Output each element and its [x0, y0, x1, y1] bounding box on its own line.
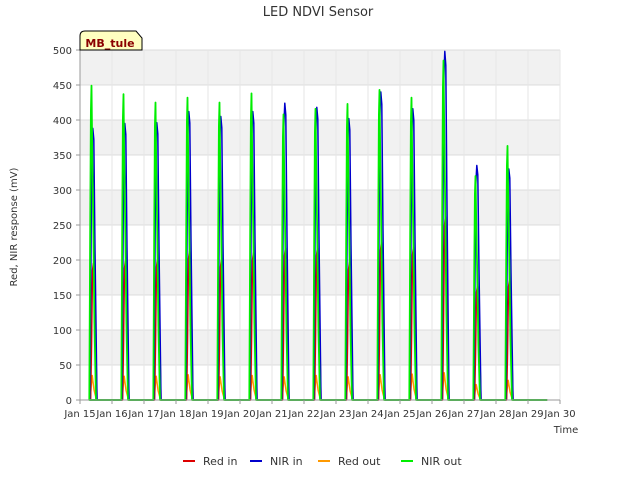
x-tick-label: Jan 30	[543, 409, 575, 420]
x-tick-label: Jan 20	[223, 409, 255, 420]
legend: Red in NIR in Red out NIR out	[183, 455, 462, 468]
legend-label: Red out	[338, 455, 381, 468]
y-tick-label: 400	[53, 116, 72, 127]
y-axis-label: Red, NIR response (mV)	[9, 167, 20, 286]
plot-band	[80, 190, 560, 225]
plot-band	[80, 50, 560, 85]
x-tick-label: Jan 18	[159, 409, 191, 420]
y-tick-label: 100	[53, 326, 72, 337]
x-tick-label: Jan 25	[383, 409, 415, 420]
x-tick-label: Jan 21	[255, 409, 287, 420]
y-tick-label: 500	[53, 46, 72, 57]
plot-band	[80, 85, 560, 120]
x-tick-label: Jan 23	[319, 409, 351, 420]
y-tick-label: 350	[53, 151, 72, 162]
x-tick-label: Jan 17	[127, 409, 159, 420]
x-tick-label: Jan 27	[447, 409, 479, 420]
x-tick-label: Jan 16	[95, 409, 127, 420]
y-tick-label: 300	[53, 186, 72, 197]
x-tick-label: Jan 19	[191, 409, 223, 420]
axes	[76, 49, 561, 404]
legend-label: NIR out	[421, 455, 462, 468]
x-tick-label: Jan 24	[351, 409, 383, 420]
x-tick-label: Jan 26	[415, 409, 447, 420]
legend-label: NIR in	[270, 455, 303, 468]
y-tick-label: 450	[53, 81, 72, 92]
y-tick-label: 200	[53, 256, 72, 267]
site-badge-label: MB_tule	[85, 37, 134, 50]
plot-band	[80, 120, 560, 155]
plot-band	[80, 155, 560, 190]
legend-label: Red in	[203, 455, 237, 468]
x-tick-label: Jan 15	[63, 409, 95, 420]
chart-title: LED NDVI Sensor	[263, 5, 374, 20]
x-axis-label: Time	[553, 425, 578, 436]
y-tick-label: 150	[53, 291, 72, 302]
y-tick-label: 0	[66, 396, 72, 407]
x-tick-label: Jan 29	[511, 409, 543, 420]
x-tick-label: Jan 22	[287, 409, 319, 420]
site-badge: MB_tule	[79, 30, 143, 51]
plot-band	[80, 225, 560, 260]
y-tick-label: 250	[53, 221, 72, 232]
site-badge-box	[79, 30, 143, 51]
y-tick-label: 50	[59, 361, 72, 372]
x-tick-label: Jan 28	[479, 409, 511, 420]
